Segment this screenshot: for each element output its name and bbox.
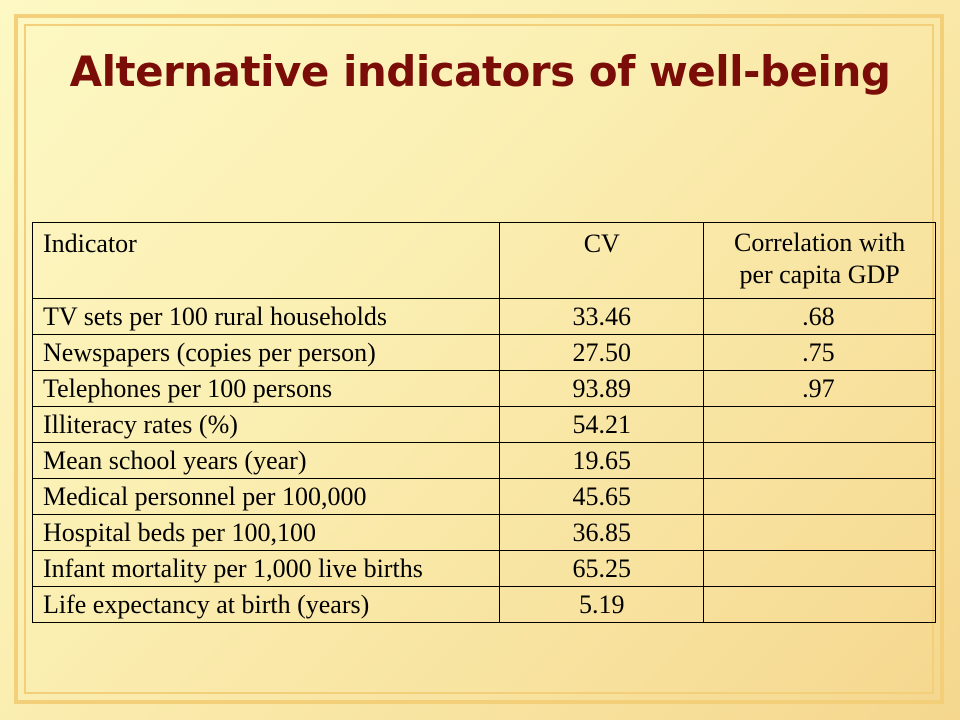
header-cv: CV <box>499 222 705 299</box>
cv-cell: 33.46 <box>499 298 705 335</box>
correlation-cell: .97 <box>703 370 936 407</box>
table-header-row: Indicator CV Correlation with per capita… <box>31 222 936 299</box>
cv-cell: 65.25 <box>499 550 705 587</box>
table-row: Medical personnel per 100,000 45.65 <box>31 478 936 515</box>
cv-cell: 27.50 <box>499 334 705 371</box>
indicator-cell: Life expectancy at birth (years) <box>31 586 501 623</box>
header-correlation-line2: per capita GDP <box>739 260 900 289</box>
indicator-cell: Infant mortality per 1,000 live births <box>31 550 501 587</box>
cv-cell: 54.21 <box>499 406 705 443</box>
correlation-cell <box>703 442 936 479</box>
header-indicator: Indicator <box>31 222 501 299</box>
indicator-cell: Mean school years (year) <box>31 442 501 479</box>
correlation-cell <box>703 406 936 443</box>
header-correlation: Correlation with per capita GDP <box>703 222 936 299</box>
table-row: Illiteracy rates (%) 54.21 <box>31 406 936 443</box>
table-row: Life expectancy at birth (years) 5.19 <box>31 586 936 623</box>
indicator-cell: Medical personnel per 100,000 <box>31 478 501 515</box>
cv-cell: 93.89 <box>499 370 705 407</box>
table-row: Hospital beds per 100,100 36.85 <box>31 514 936 551</box>
table-row: Mean school years (year) 19.65 <box>31 442 936 479</box>
correlation-cell <box>703 514 936 551</box>
correlation-cell: .68 <box>703 298 936 335</box>
table-row: TV sets per 100 rural households 33.46 .… <box>31 298 936 335</box>
indicator-cell: Hospital beds per 100,100 <box>31 514 501 551</box>
correlation-cell <box>703 478 936 515</box>
correlation-cell <box>703 550 936 587</box>
table-row: Infant mortality per 1,000 live births 6… <box>31 550 936 587</box>
table-row: Telephones per 100 persons 93.89 .97 <box>31 370 936 407</box>
slide-title: Alternative indicators of well-being <box>69 47 891 96</box>
indicator-cell: TV sets per 100 rural households <box>31 298 501 335</box>
indicator-cell: Telephones per 100 persons <box>31 370 501 407</box>
cv-cell: 5.19 <box>499 586 705 623</box>
indicator-cell: Illiteracy rates (%) <box>31 406 501 443</box>
cv-cell: 19.65 <box>499 442 705 479</box>
cv-cell: 45.65 <box>499 478 705 515</box>
cv-cell: 36.85 <box>499 514 705 551</box>
indicators-table: Indicator CV Correlation with per capita… <box>31 222 936 623</box>
header-correlation-line1: Correlation with <box>734 228 906 257</box>
correlation-cell <box>703 586 936 623</box>
indicator-cell: Newspapers (copies per person) <box>31 334 501 371</box>
correlation-cell: .75 <box>703 334 936 371</box>
slide-border-outer <box>14 14 944 704</box>
table-row: Newspapers (copies per person) 27.50 .75 <box>31 334 936 371</box>
